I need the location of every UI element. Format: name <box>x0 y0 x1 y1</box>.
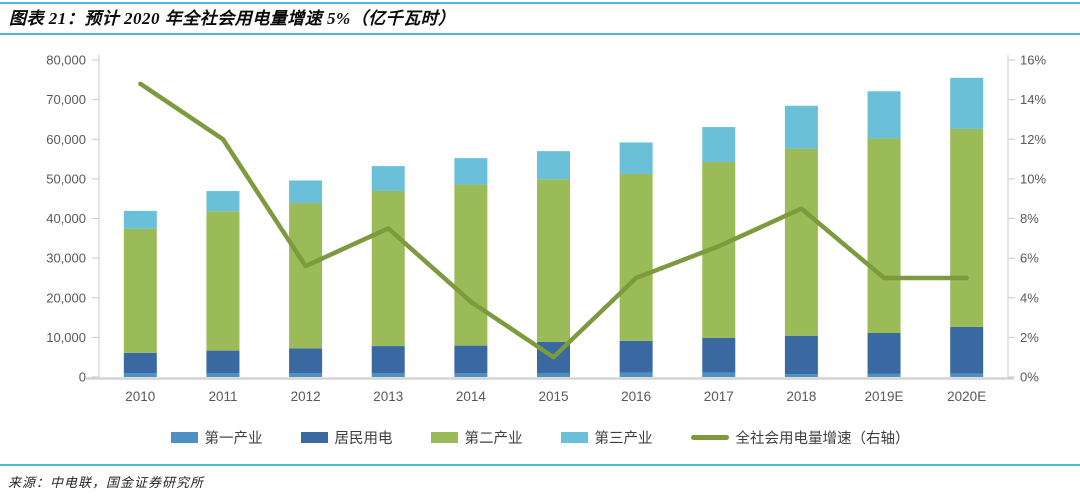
left-axis-label: 30,000 <box>46 251 86 266</box>
bar-segment <box>289 203 323 349</box>
x-axis-label: 2013 <box>373 389 403 404</box>
bar-segment <box>867 138 901 334</box>
growth-line <box>138 81 969 360</box>
bar-segment <box>371 346 405 373</box>
left-axis-label: 60,000 <box>46 132 86 147</box>
bar-segment <box>123 228 157 353</box>
x-axis-label: 2016 <box>621 389 651 404</box>
legend-swatch-residential <box>300 431 328 443</box>
bar-segment <box>950 373 984 377</box>
right-axis-label: 12% <box>1020 132 1046 147</box>
bar-segment <box>206 372 240 377</box>
legend-item-secondary-industry: 第二产业 <box>430 427 523 448</box>
right-axis-label: 0% <box>1020 370 1039 385</box>
right-axis-label: 14% <box>1020 92 1046 107</box>
legend-swatch-tertiary-industry <box>560 431 588 443</box>
bar-segment <box>454 184 488 346</box>
legend-swatch-primary-industry <box>170 431 198 443</box>
x-axis-label: 2010 <box>125 389 155 404</box>
source-divider <box>0 464 1080 466</box>
bar-segment <box>537 151 570 180</box>
legend-item-tertiary-industry: 第三产业 <box>560 427 653 448</box>
x-axis-label: 2018 <box>786 389 816 404</box>
top-divider <box>0 2 1080 4</box>
legend-swatch-growth-line <box>690 434 729 440</box>
figure-title: 图表 21：预计 2020 年全社会用电量增速 5%（亿千瓦时） <box>9 9 456 28</box>
legend-item-growth-rate: 全社会用电量增速（右轴） <box>690 427 910 448</box>
legend-item-residential: 居民用电 <box>300 427 393 448</box>
bar-segment <box>784 148 818 336</box>
bar-segment <box>206 211 240 351</box>
bar-segment <box>867 373 901 377</box>
legend-label-residential: 居民用电 <box>334 430 393 447</box>
chart-legend: 第一产业 居民用电 第二产业 第三产业 全社会用电量增速（右轴） <box>0 424 1080 450</box>
bar-segment <box>950 128 984 327</box>
x-axis-label: 2015 <box>538 389 568 404</box>
bar-segment <box>371 190 405 347</box>
right-axis-label: 4% <box>1020 290 1039 305</box>
x-axis-labels: 2010 2011 2012 2013 2014 2015 2016 2017 2018 2019… <box>125 389 986 404</box>
bar-segment <box>784 105 818 149</box>
bar-segment <box>537 179 570 342</box>
bar-segment <box>454 158 488 185</box>
bar-segment <box>289 348 323 373</box>
x-axis-label: 2020E <box>947 389 986 404</box>
bar-segment <box>619 372 653 377</box>
bar-segment <box>289 180 323 204</box>
right-axis-label: 8% <box>1020 211 1039 226</box>
bar-segment <box>123 210 157 229</box>
bar-segment <box>619 173 653 341</box>
source-text: 来源：中电联，国金证券研究所 <box>8 475 205 490</box>
right-axis-label: 2% <box>1020 330 1039 345</box>
bar-segment <box>454 373 488 377</box>
bar-segment <box>784 335 818 375</box>
right-axis-label: 6% <box>1020 251 1039 266</box>
left-axis-label: 20,000 <box>46 290 86 305</box>
right-axis-label: 16% <box>1020 53 1046 68</box>
bar-segment <box>454 345 488 374</box>
bars-group <box>123 77 984 377</box>
chart-canvas: 0 10,000 20,000 30,000 40,000 50,000 60,000 70,… <box>46 53 1046 405</box>
x-axis-label: 2014 <box>456 389 487 404</box>
left-axis-label: 50,000 <box>46 171 86 186</box>
bar-segment <box>702 337 736 373</box>
right-axis: 0% 2% 4% 6% 8% 10% 12% 14% 16% <box>1008 53 1046 385</box>
bar-segment <box>206 191 240 212</box>
right-axis-label: 10% <box>1020 171 1046 186</box>
bar-segment <box>867 91 901 139</box>
legend-label-growth-rate: 全社会用电量增速（右轴） <box>735 430 910 447</box>
left-axis-label: 0 <box>79 370 86 385</box>
x-axis-label: 2017 <box>704 389 734 404</box>
bar-segment <box>702 372 736 377</box>
bar-segment <box>950 326 984 374</box>
bar-segment <box>619 142 653 174</box>
left-axis-label: 80,000 <box>46 53 86 68</box>
bar-segment <box>784 374 818 377</box>
bar-segment <box>619 340 653 373</box>
bar-segment <box>123 352 157 374</box>
bar-segment <box>702 127 736 162</box>
bar-segment <box>289 372 323 377</box>
legend-label-primary-industry: 第一产业 <box>204 430 263 447</box>
legend-label-secondary-industry: 第二产业 <box>464 430 523 447</box>
title-divider <box>0 33 1080 35</box>
legend-item-primary-industry: 第一产业 <box>170 427 263 448</box>
left-axis-label: 40,000 <box>46 211 86 226</box>
bar-segment <box>371 166 405 191</box>
bar-segment <box>123 373 157 377</box>
left-axis-label: 70,000 <box>46 92 86 107</box>
x-axis-label: 2011 <box>208 389 237 404</box>
legend-label-tertiary-industry: 第三产业 <box>594 430 653 447</box>
left-axis: 0 10,000 20,000 30,000 40,000 50,000 60,000 70,… <box>46 53 99 385</box>
left-axis-label: 10,000 <box>46 330 86 345</box>
x-axis-label: 2019E <box>865 389 904 404</box>
x-axis-label: 2012 <box>291 389 321 404</box>
bar-segment <box>206 350 240 373</box>
bar-segment <box>950 77 984 129</box>
legend-swatch-secondary-industry <box>430 431 458 443</box>
bar-segment <box>867 333 901 374</box>
bar-segment <box>537 372 570 377</box>
bar-segment <box>371 372 405 377</box>
